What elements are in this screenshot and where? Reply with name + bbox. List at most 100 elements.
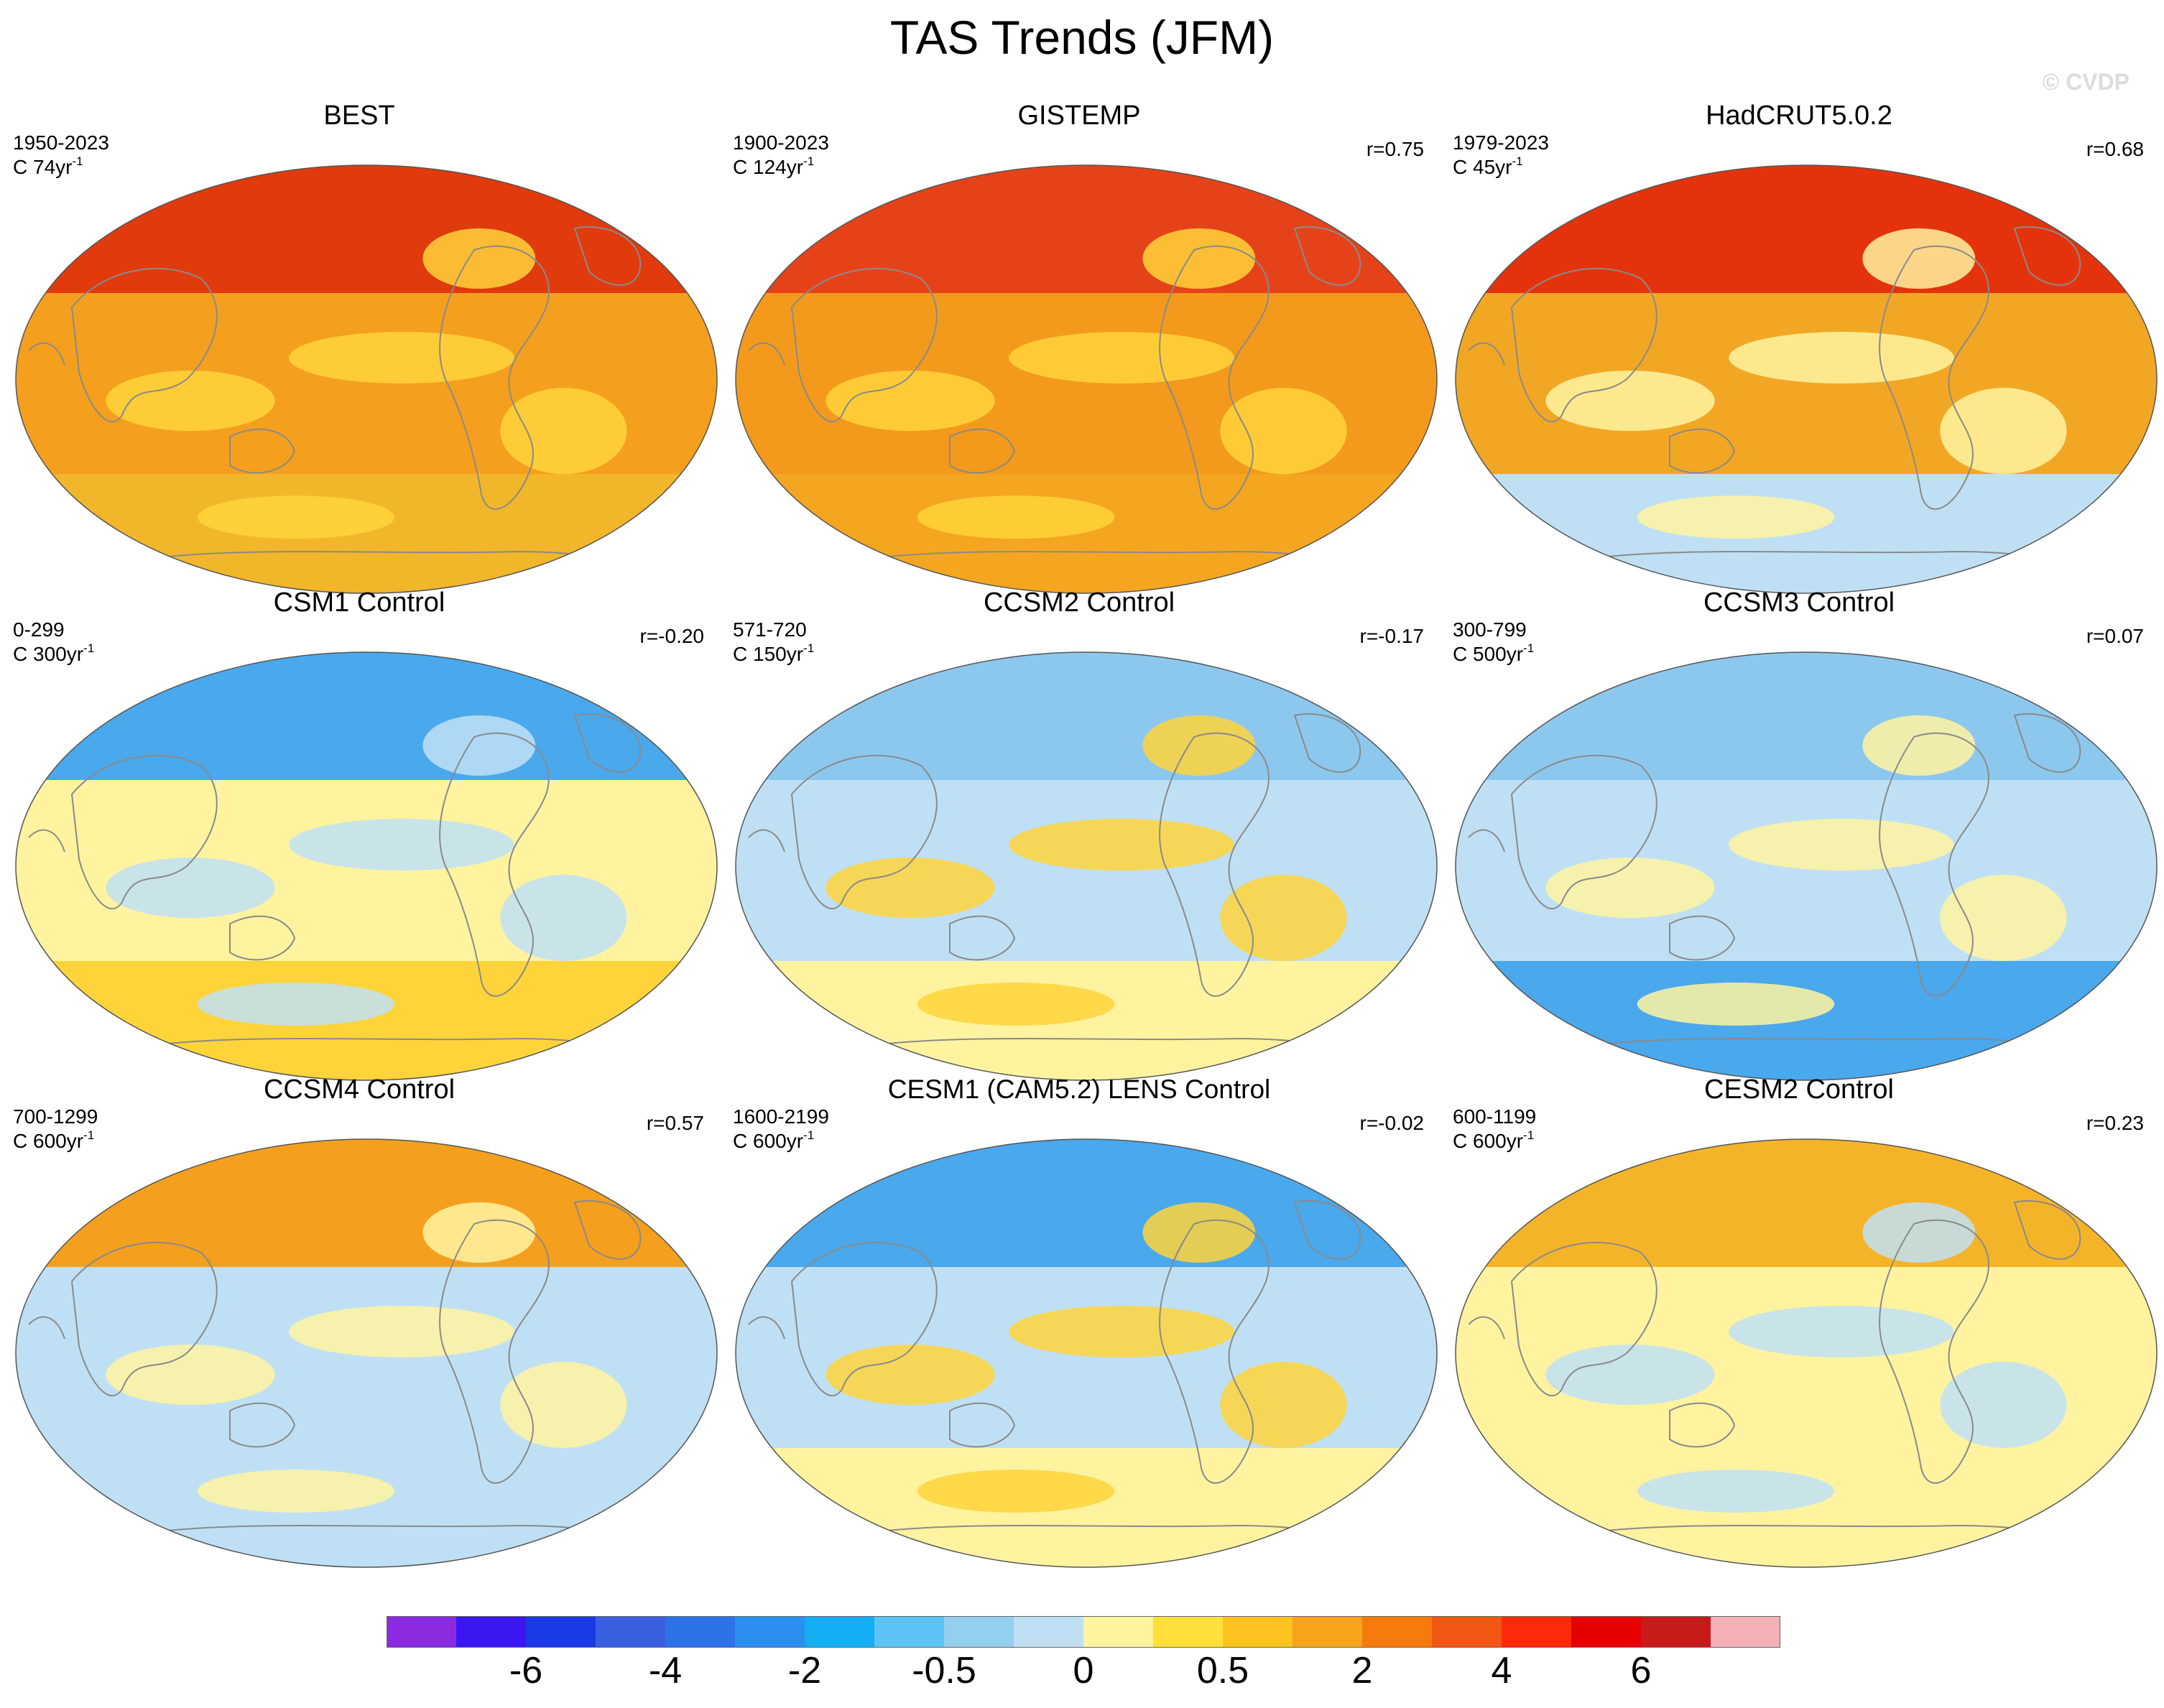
map-panel: CCSM4 Control 700-1299 C 600yr-1 r=0.57 xyxy=(0,1075,718,1568)
map-plot xyxy=(1455,1138,2158,1568)
map-anomaly-patch xyxy=(1142,715,1256,776)
panel-period: 1979-2023 xyxy=(1453,131,1549,154)
panel-units-exponent: -1 xyxy=(803,154,815,168)
map-panel: CESM2 Control 600-1199 C 600yr-1 r=0.23 xyxy=(1440,1075,2158,1568)
colorbar-swatch xyxy=(1014,1616,1083,1648)
map-anomaly-patch xyxy=(422,715,536,776)
panel-correlation: r=0.75 xyxy=(1366,138,1424,160)
map-band-north xyxy=(736,652,1437,780)
panel-units-exponent: -1 xyxy=(1512,154,1523,168)
map-plot xyxy=(15,651,718,1081)
colorbar-swatch xyxy=(665,1616,735,1648)
map-anomaly-patch xyxy=(289,819,514,871)
map-band-north xyxy=(1456,1139,2157,1267)
panel-units-main: C 45yr xyxy=(1453,156,1512,178)
map-band-north xyxy=(736,165,1437,293)
colorbar-swatch xyxy=(1641,1616,1711,1648)
map-anomaly-patch xyxy=(1142,228,1256,289)
colorbar-swatch xyxy=(1711,1616,1780,1648)
panel-correlation: r=-0.20 xyxy=(639,625,705,647)
panel-units: C 500yr-1 xyxy=(1453,642,1534,667)
map-anomaly-patch xyxy=(1729,332,1954,384)
map-band-south xyxy=(16,474,717,593)
map-anomaly-patch xyxy=(1862,1202,1976,1263)
map-anomaly-patch xyxy=(197,496,395,539)
panel-units: C 300yr-1 xyxy=(13,642,94,667)
colorbar-swatch xyxy=(526,1616,596,1648)
map-anomaly-patch xyxy=(1142,1202,1256,1263)
map-anomaly-patch xyxy=(1220,1362,1347,1448)
map-anomaly-patch xyxy=(1545,371,1715,431)
map-plot xyxy=(1455,651,2158,1081)
map-anomaly-patch xyxy=(826,1345,995,1405)
map-panel: CESM1 (CAM5.2) LENS Control 1600-2199 C 60… xyxy=(720,1075,1438,1568)
panel-correlation: r=0.07 xyxy=(2086,625,2144,647)
map-anomaly-patch xyxy=(826,371,995,431)
colorbar-swatch xyxy=(387,1616,456,1648)
panel-units-main: C 300yr xyxy=(13,643,84,665)
map-anomaly-patch xyxy=(1940,1362,2067,1448)
map-plot xyxy=(735,164,1438,594)
map-anomaly-patch xyxy=(917,983,1115,1026)
map-panel: CCSM2 Control 571-720 C 150yr-1 r=-0.17 xyxy=(720,588,1438,1081)
panel-period: 0-299 xyxy=(13,618,65,641)
map-anomaly-patch xyxy=(500,875,627,961)
panel-units-main: C 124yr xyxy=(733,156,804,178)
map-band-north xyxy=(16,165,717,293)
map-panel: CSM1 Control 0-299 C 300yr-1 r=-0.20 xyxy=(0,588,718,1081)
panel-units: C 600yr-1 xyxy=(1453,1129,1534,1154)
map-band-south xyxy=(1456,1448,2157,1567)
map-plot xyxy=(15,164,718,594)
panel-units-main: C 600yr xyxy=(13,1130,84,1152)
colorbar-swatch xyxy=(456,1616,526,1648)
map-panel: BEST 1950-2023 C 74yr-1 xyxy=(0,101,718,594)
map-band-south xyxy=(16,961,717,1080)
panel-units-main: C 150yr xyxy=(733,643,804,665)
copyright-watermark: © CVDP xyxy=(2042,69,2130,95)
map-panel: CCSM3 Control 300-799 C 500yr-1 r=0.07 xyxy=(1440,588,2158,1081)
map-anomaly-patch xyxy=(1637,983,1835,1026)
map-anomaly-patch xyxy=(1009,819,1234,871)
colorbar-swatch xyxy=(735,1616,805,1648)
map-plot xyxy=(15,1138,718,1568)
panel-title: CESM1 (CAM5.2) LENS Control xyxy=(887,1075,1271,1104)
map-anomaly-patch xyxy=(197,1470,395,1513)
panel-correlation: r=-0.17 xyxy=(1359,625,1425,647)
colorbar-tick-label: 2 xyxy=(1351,1650,1373,1691)
panel-period: 300-799 xyxy=(1453,618,1527,641)
map-anomaly-patch xyxy=(422,1202,536,1263)
map-panel: HadCRUT5.0.2 1979-2023 C 45yr-1 r=0.68 xyxy=(1440,101,2158,594)
panel-title: HadCRUT5.0.2 xyxy=(1706,101,1892,131)
map-band-south xyxy=(1456,961,2157,1080)
panel-units: C 150yr-1 xyxy=(733,642,814,667)
panel-units: C 600yr-1 xyxy=(13,1129,94,1154)
map-band-north xyxy=(16,1139,717,1267)
colorbar-tick-label: 4 xyxy=(1491,1650,1512,1691)
panel-units-exponent: -1 xyxy=(803,641,815,655)
panel-units-exponent: -1 xyxy=(1523,641,1535,655)
panel-units-exponent: -1 xyxy=(1523,1128,1535,1142)
map-anomaly-patch xyxy=(826,858,995,918)
panel-period: 1600-2199 xyxy=(733,1105,829,1128)
map-band-north xyxy=(1456,652,2157,780)
map-band-north xyxy=(736,1139,1437,1267)
map-plot xyxy=(735,651,1438,1081)
colorbar-swatch xyxy=(1432,1616,1502,1648)
panel-title: CCSM4 Control xyxy=(263,1075,456,1105)
map-anomaly-patch xyxy=(1637,496,1835,539)
map-panel: GISTEMP 1900-2023 C 124yr-1 r=0.75 xyxy=(720,101,1438,594)
colorbar-tick-label: -4 xyxy=(648,1650,683,1691)
colorbar-swatch xyxy=(805,1616,874,1648)
panel-period: 1900-2023 xyxy=(733,131,829,154)
map-anomaly-patch xyxy=(1220,875,1347,961)
map-band-south xyxy=(736,961,1437,1080)
panel-period: 700-1299 xyxy=(13,1105,98,1128)
panel-correlation: r=-0.02 xyxy=(1359,1112,1425,1134)
map-band-north xyxy=(16,652,717,780)
panel-units-exponent: -1 xyxy=(83,641,95,655)
panel-title: CCSM2 Control xyxy=(983,588,1175,618)
panel-units-exponent: -1 xyxy=(83,1128,95,1142)
map-anomaly-patch xyxy=(1009,1306,1234,1357)
map-anomaly-patch xyxy=(422,228,536,289)
map-anomaly-patch xyxy=(1545,1345,1715,1405)
